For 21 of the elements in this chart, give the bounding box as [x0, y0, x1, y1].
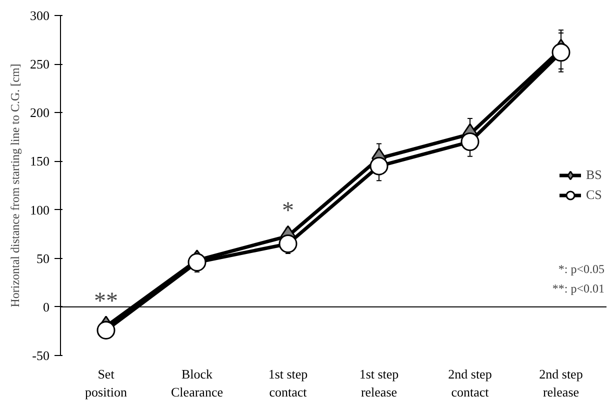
x-tick-label: Block Clearance	[171, 366, 224, 400]
y-tick-label: 150	[30, 154, 50, 169]
legend-label: BS	[586, 167, 603, 183]
y-tick-label: 100	[30, 202, 50, 218]
annotation: *	[282, 198, 294, 224]
annotation: **: p<0.01	[552, 281, 605, 296]
x-tick-label: 2nd step release	[539, 366, 583, 400]
x-tick-label: Set position	[85, 366, 128, 400]
y-tick-label: 250	[30, 56, 50, 72]
y-tick-label: 200	[30, 105, 50, 120]
annotation: **	[94, 288, 118, 314]
annotation: *: p<0.05	[558, 262, 605, 276]
x-tick-label: 2nd step contact	[448, 366, 492, 400]
y-tick-label: 0	[43, 299, 50, 314]
y-axis-title: Horizontal distance from starting line to C.G. [cm]	[8, 64, 22, 308]
y-tick-label: -50	[32, 348, 50, 363]
x-tick-label: 1st step contact	[268, 366, 308, 400]
y-tick-label: 300	[30, 8, 50, 23]
y-tick-label: 50	[36, 250, 50, 266]
x-tick-label: 1st step release	[359, 366, 399, 400]
legend-label: CS	[586, 187, 603, 203]
